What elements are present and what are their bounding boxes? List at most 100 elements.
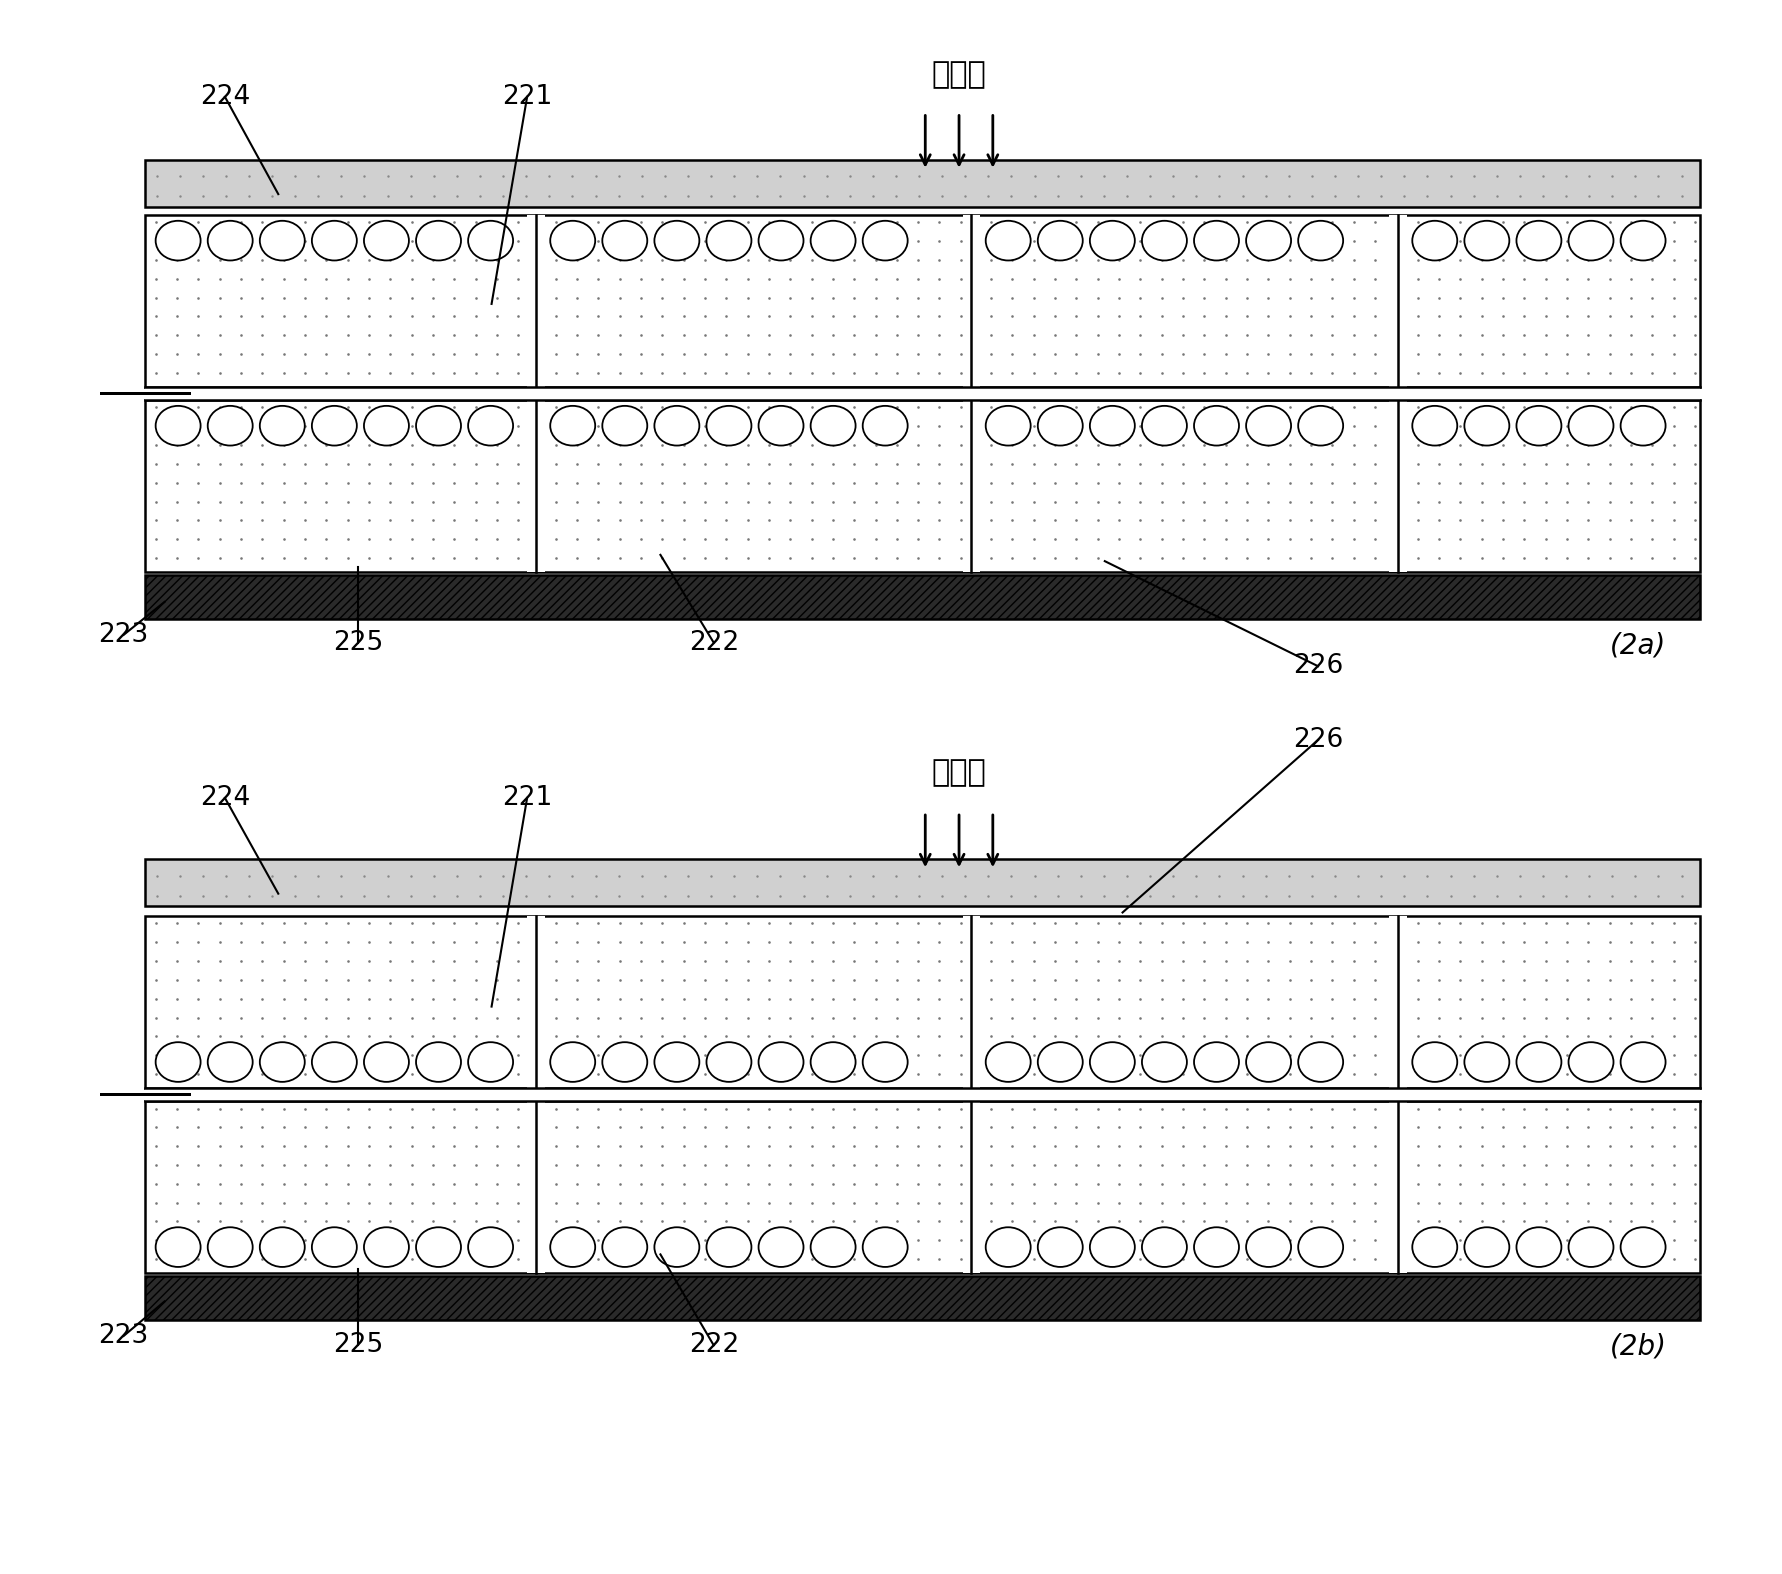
Point: [946, 1247, 975, 1272]
Point: [998, 949, 1026, 974]
Circle shape: [1411, 406, 1456, 445]
Text: 观看侧: 观看侧: [932, 60, 985, 90]
Point: [1616, 247, 1645, 272]
Point: [1083, 395, 1112, 420]
Point: [1445, 1171, 1474, 1196]
Point: [563, 452, 592, 477]
Point: [754, 1096, 782, 1121]
Point: [1360, 395, 1388, 420]
Point: [1659, 1171, 1688, 1196]
Point: [1083, 987, 1112, 1012]
Point: [376, 930, 405, 955]
Point: [882, 527, 911, 552]
Point: [1445, 911, 1474, 937]
Point: [355, 968, 383, 993]
Point: [462, 471, 490, 496]
Point: [836, 164, 864, 189]
Point: [1083, 1061, 1112, 1086]
Point: [818, 209, 846, 235]
Point: [1531, 1152, 1559, 1177]
Point: [789, 883, 818, 908]
Point: [269, 395, 298, 420]
Point: [1167, 360, 1196, 386]
Point: [205, 471, 233, 496]
Point: [355, 433, 383, 458]
Point: [1189, 911, 1217, 937]
Point: [711, 1171, 740, 1196]
Point: [1062, 209, 1091, 235]
Point: [312, 508, 340, 534]
Point: [743, 164, 772, 189]
Point: [625, 266, 654, 291]
Point: [604, 266, 633, 291]
Point: [1680, 911, 1709, 937]
Point: [1126, 546, 1155, 571]
Point: [1126, 1190, 1155, 1215]
Point: [977, 266, 1005, 291]
Point: [1467, 911, 1495, 937]
Point: [258, 883, 287, 908]
Point: [563, 395, 592, 420]
Point: [440, 209, 469, 235]
Point: [584, 527, 613, 552]
Point: [290, 414, 319, 439]
Point: [483, 1004, 511, 1029]
Point: [1317, 508, 1345, 534]
Point: [462, 1209, 490, 1234]
Point: [977, 1004, 1005, 1029]
Point: [483, 490, 511, 515]
Point: [483, 209, 511, 235]
Point: [1616, 1096, 1645, 1121]
Point: [946, 304, 975, 329]
Point: [1338, 490, 1367, 515]
Point: [1148, 527, 1176, 552]
Point: [690, 527, 718, 552]
Point: [1167, 1247, 1196, 1272]
Point: [1189, 1190, 1217, 1215]
Point: [1231, 546, 1260, 571]
Point: [1126, 1133, 1155, 1158]
Point: [542, 1023, 570, 1048]
Point: [1659, 395, 1688, 420]
Point: [1062, 360, 1091, 386]
Circle shape: [1246, 406, 1290, 445]
Point: [1062, 1096, 1091, 1121]
Point: [1595, 508, 1623, 534]
Point: [754, 527, 782, 552]
Point: [440, 987, 469, 1012]
Point: [333, 342, 362, 367]
Point: [542, 1190, 570, 1215]
Point: [1595, 1190, 1623, 1215]
Point: [882, 968, 911, 993]
Point: [1210, 1061, 1238, 1086]
Point: [668, 1228, 697, 1253]
Point: [839, 433, 868, 458]
Point: [419, 1209, 447, 1234]
Point: [1616, 1190, 1645, 1215]
Point: [1509, 1209, 1538, 1234]
Point: [376, 1114, 405, 1140]
Point: [1638, 546, 1666, 571]
Point: [1616, 508, 1645, 534]
Point: [542, 323, 570, 348]
Point: [1638, 1096, 1666, 1121]
Circle shape: [364, 406, 408, 445]
Point: [818, 987, 846, 1012]
Point: [998, 1004, 1026, 1029]
Point: [625, 930, 654, 955]
Point: [372, 863, 401, 888]
Point: [1274, 164, 1303, 189]
Point: [797, 1171, 825, 1196]
Point: [1041, 433, 1069, 458]
Point: [282, 184, 310, 209]
Circle shape: [415, 1042, 462, 1081]
Point: [1189, 266, 1217, 291]
Point: [1338, 1247, 1367, 1272]
Point: [226, 395, 255, 420]
Point: [998, 930, 1026, 955]
Point: [166, 863, 194, 888]
Point: [1338, 508, 1367, 534]
Point: [1167, 1152, 1196, 1177]
Point: [1666, 184, 1695, 209]
Point: [1228, 184, 1256, 209]
